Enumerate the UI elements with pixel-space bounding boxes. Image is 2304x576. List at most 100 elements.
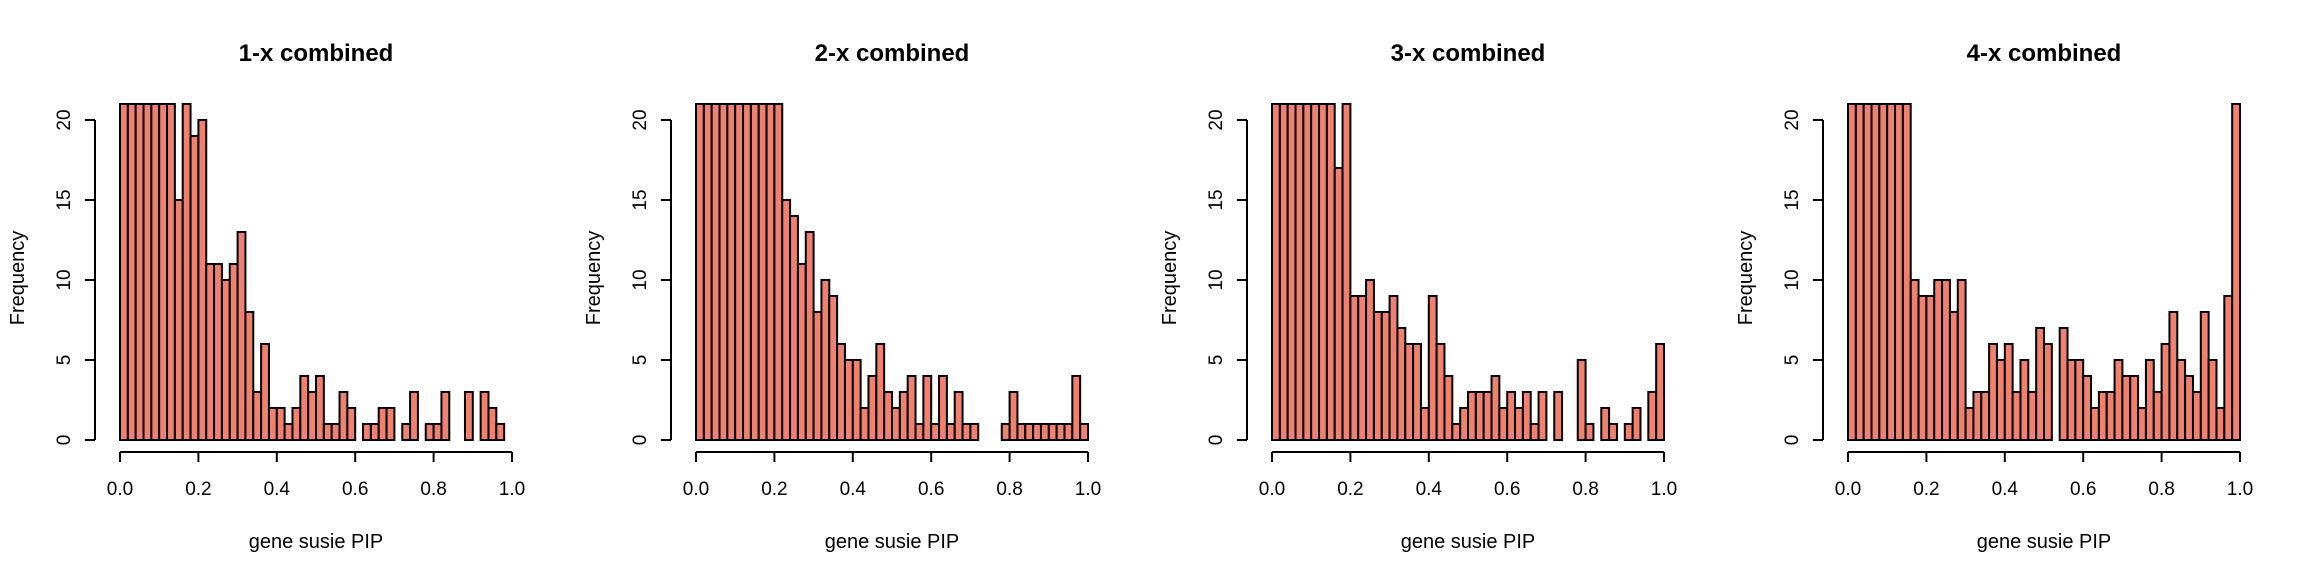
histogram-bar (1647, 391, 1658, 441)
histogram-bar (401, 423, 412, 441)
histogram-bar (2137, 407, 2147, 441)
histogram-bar (487, 407, 498, 441)
histogram-panel: 2-x combined 0.0 0.2 0.4 0.6 0.8 1.0 0 5 10 15 20 ge… (583, 40, 1101, 553)
x-tick-label: 1.0 (1651, 479, 1677, 500)
histogram-bar (181, 103, 192, 441)
histogram-bar (1047, 423, 1058, 441)
histogram-bar (346, 407, 357, 441)
x-tick-label: 0.4 (1992, 479, 2019, 500)
histogram-bar (134, 103, 145, 441)
histogram-bar (260, 343, 270, 441)
histogram-bar (1341, 103, 1352, 441)
histogram-bar (377, 407, 388, 441)
y-tick-label: 20 (1782, 109, 1803, 130)
histogram-bar (1055, 423, 1066, 441)
histogram-bar (718, 103, 729, 441)
histogram-bar (166, 103, 176, 441)
histogram-bar (734, 103, 745, 441)
histogram-bar (252, 391, 263, 441)
histogram-bar (898, 391, 909, 441)
histogram-bar (495, 423, 506, 441)
histogram-bar (1008, 391, 1019, 441)
histogram-bar (1995, 359, 2006, 441)
histogram-bar (2223, 295, 2234, 441)
histogram-bar (189, 135, 200, 441)
x-axis-label: gene susie PIP (1977, 531, 2112, 553)
histogram-bar (1498, 407, 1509, 441)
histogram-bar (726, 103, 737, 441)
y-axis-label: Frequency (1159, 231, 1181, 326)
x-tick-label: 0.8 (996, 479, 1022, 500)
histogram-bar (773, 103, 784, 441)
histogram-bar (2184, 375, 2194, 441)
histogram-bar (1071, 375, 1082, 441)
histogram-bar (695, 103, 705, 441)
histogram-bar (859, 407, 870, 441)
histogram-bar (2011, 391, 2022, 441)
x-tick-label: 0.6 (2070, 479, 2096, 500)
histogram-bar (1302, 103, 1313, 441)
histogram-bar (228, 263, 239, 441)
histogram-bar (1474, 391, 1485, 441)
histogram-bar (1917, 295, 1928, 441)
histogram-bar (1972, 391, 1983, 441)
histogram-bar (1847, 103, 1857, 441)
y-tick-label: 0 (630, 435, 651, 446)
histogram-bar (213, 263, 223, 441)
histogram-bar (1388, 295, 1399, 441)
histogram-bar (945, 423, 956, 441)
x-tick-label: 0.2 (1913, 479, 1939, 500)
histogram-panel: 4-x combined 0.0 0.2 0.4 0.6 0.8 1.0 0 5 10 15 20 ge… (1735, 40, 2253, 553)
histogram-bar (2160, 343, 2171, 441)
y-tick-label: 10 (54, 269, 75, 290)
histogram-bar (1325, 103, 1336, 441)
x-tick-label: 0.4 (840, 479, 867, 500)
histogram-bar (220, 279, 231, 441)
histogram-bar (1980, 391, 1991, 441)
histogram-bar (275, 407, 286, 441)
histogram-bar (205, 263, 216, 441)
histogram-bar (362, 423, 372, 441)
histogram-bar (409, 391, 419, 441)
histogram-bar (1318, 103, 1328, 441)
y-tick-label: 20 (54, 109, 75, 130)
histogram-bar (836, 343, 846, 441)
histogram-bar (1584, 423, 1595, 441)
histogram-bar (2027, 391, 2038, 441)
histogram-bar (812, 311, 823, 441)
histogram-bar (244, 311, 255, 441)
y-tick-label: 15 (1782, 189, 1803, 210)
y-tick-label: 20 (1206, 109, 1227, 130)
histogram-bar (330, 423, 341, 441)
histogram-bar (961, 423, 972, 441)
histogram-bar (2058, 327, 2069, 441)
histogram-bar (307, 391, 318, 441)
histogram-bar (781, 199, 792, 441)
y-tick-label: 20 (630, 109, 651, 130)
panel-title: 2-x combined (815, 40, 970, 67)
histogram-bar (749, 103, 760, 441)
x-tick-label: 1.0 (499, 479, 525, 500)
histogram-bar (142, 103, 153, 441)
x-tick-label: 0.8 (420, 479, 446, 500)
histogram-bar (236, 231, 247, 441)
histogram-bar (2231, 103, 2241, 441)
histogram-bar (1514, 407, 1524, 441)
histogram-bar (479, 391, 490, 441)
histogram-bar (789, 215, 799, 441)
x-tick-label: 0.4 (1416, 479, 1443, 500)
x-tick-label: 0.0 (107, 479, 133, 500)
histogram-bar (2176, 359, 2187, 441)
histogram-bar (953, 391, 964, 441)
y-tick-label: 15 (1206, 189, 1227, 210)
histogram-bar (158, 103, 169, 441)
histogram-bar (126, 103, 137, 441)
histogram-bar (1901, 103, 1912, 441)
histogram-bar (851, 359, 862, 441)
histogram-bar (2043, 343, 2053, 441)
histogram-bar (804, 231, 815, 441)
histogram-bar (1357, 295, 1368, 441)
histogram-bar (1631, 407, 1642, 441)
histogram-bar (2215, 407, 2226, 441)
y-tick-label: 5 (1782, 355, 1803, 366)
